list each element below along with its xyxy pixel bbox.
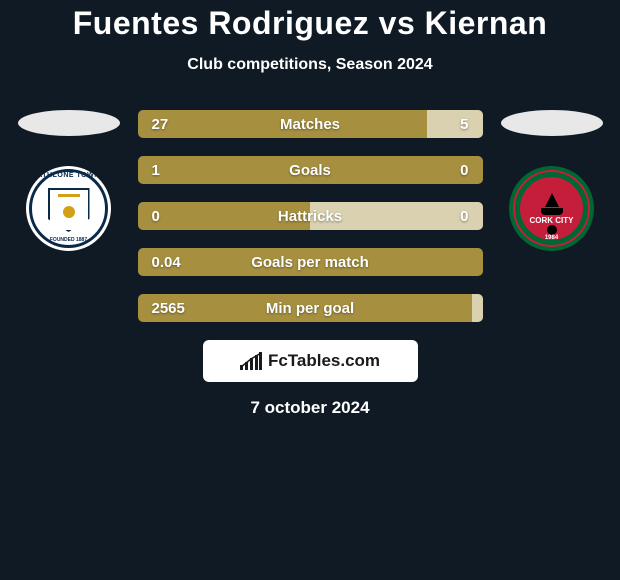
ball-icon (547, 225, 557, 235)
stat-row: 1 Goals 0 (138, 156, 483, 184)
cork-city-crest: CORK CITY 1984 (509, 166, 594, 251)
bar-fill-right (472, 294, 482, 322)
left-ellipse (18, 110, 120, 136)
stat-left-value: 1 (152, 162, 160, 179)
watermark: FcTables.com (203, 340, 418, 382)
fctables-icon (240, 352, 262, 370)
subtitle: Club competitions, Season 2024 (0, 56, 620, 74)
stat-label: Goals (289, 162, 331, 179)
stat-bars: 27 Matches 5 1 Goals 0 0 Hattricks 0 0.04 Goals pe… (138, 110, 483, 322)
crest-right-inner: CORK CITY 1984 (520, 177, 583, 240)
stat-right-value: 0 (460, 208, 468, 225)
page-title: Fuentes Rodriguez vs Kiernan (0, 5, 620, 42)
stat-row: 0 Hattricks 0 (138, 202, 483, 230)
stat-row: 0.04 Goals per match (138, 248, 483, 276)
stat-label: Matches (280, 116, 340, 133)
crest-left-founded: FOUNDED 1887 (50, 237, 87, 243)
stat-row: 2565 Min per goal (138, 294, 483, 322)
bar-fill-right (427, 110, 482, 138)
left-column: ATHLONE TOWN FOUNDED 1887 (18, 110, 120, 251)
crest-right-name: CORK CITY (530, 217, 574, 225)
ship-icon (537, 193, 567, 215)
stat-right-value: 5 (460, 116, 468, 133)
stat-left-value: 27 (152, 116, 169, 133)
stat-label: Min per goal (266, 300, 354, 317)
crest-left-shield (48, 188, 90, 232)
stat-left-value: 0.04 (152, 254, 181, 271)
stat-right-value: 0 (460, 162, 468, 179)
comparison-infographic: Fuentes Rodriguez vs Kiernan Club compet… (0, 0, 620, 580)
right-column: CORK CITY 1984 (501, 110, 603, 251)
right-ellipse (501, 110, 603, 136)
main-row: ATHLONE TOWN FOUNDED 1887 27 Matches 5 1 Goa… (0, 110, 620, 322)
date: 7 october 2024 (0, 398, 620, 418)
stat-left-value: 0 (152, 208, 160, 225)
stat-label: Goals per match (251, 254, 369, 271)
stat-row: 27 Matches 5 (138, 110, 483, 138)
watermark-text: FcTables.com (268, 351, 380, 371)
crest-left-top-text: ATHLONE TOWN (37, 172, 100, 179)
stat-label: Hattricks (278, 208, 342, 225)
crest-right-year: 1984 (545, 235, 558, 241)
stat-left-value: 2565 (152, 300, 185, 317)
athlone-town-crest: ATHLONE TOWN FOUNDED 1887 (26, 166, 111, 251)
